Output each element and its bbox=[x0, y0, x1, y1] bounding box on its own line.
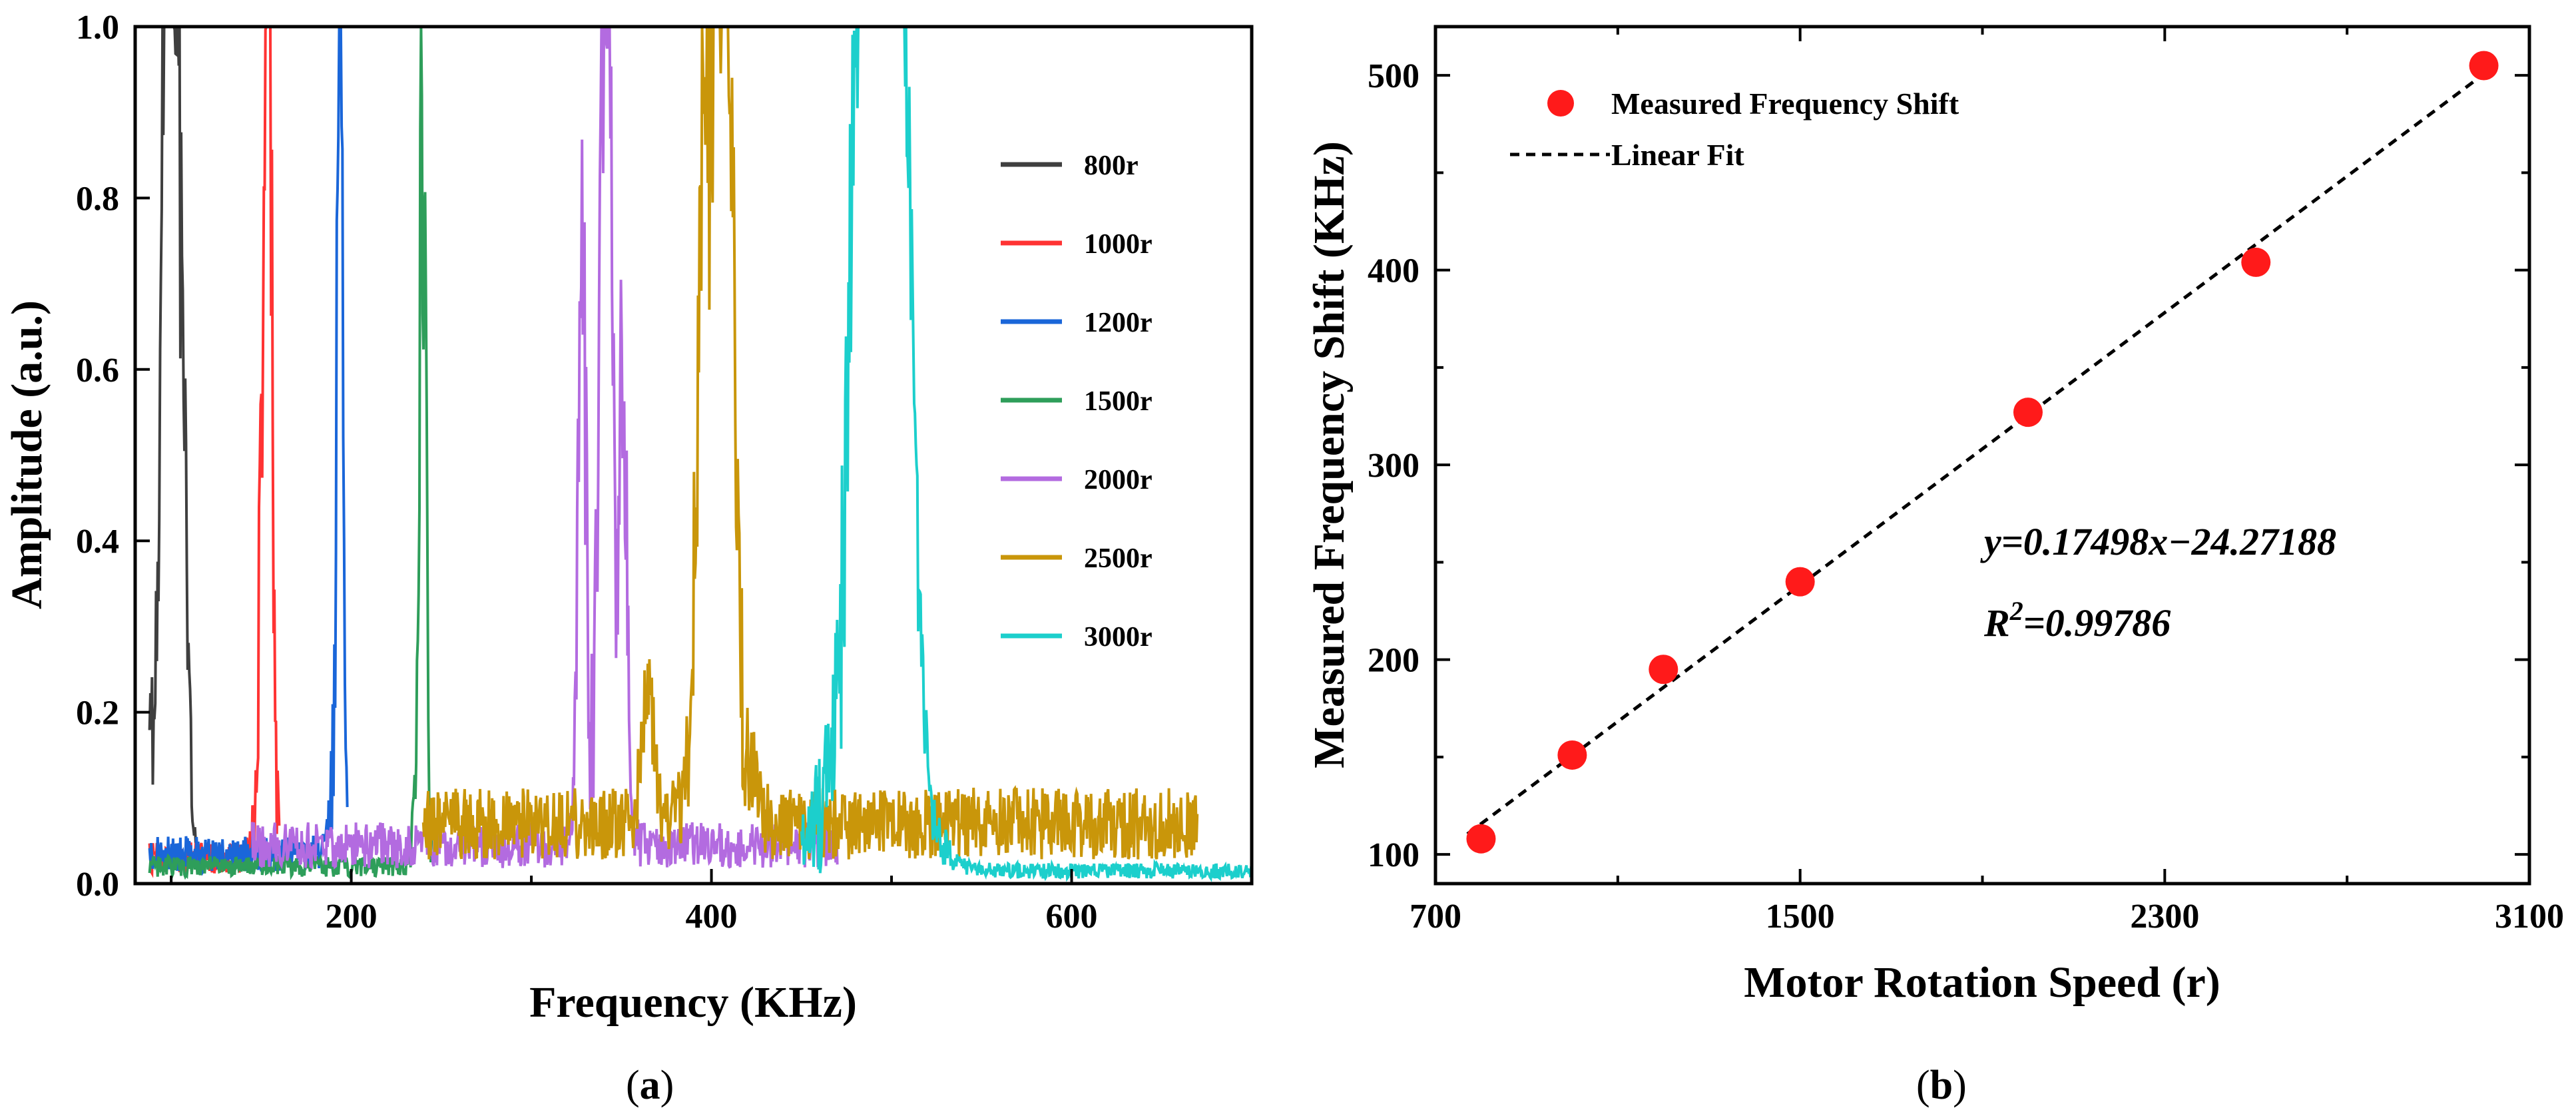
fit-line bbox=[1466, 69, 2489, 836]
panel-a-label: (a) bbox=[626, 1063, 674, 1108]
panel-b-x-tick-label: 2300 bbox=[2130, 898, 2199, 936]
panel-a-y-tick-label: 1.0 bbox=[76, 9, 119, 47]
panel-b-y-tick-label: 500 bbox=[1368, 57, 1419, 95]
panel-b-r-superscript: 2 bbox=[2009, 596, 2023, 626]
panel-a-y-tick-label: 0.2 bbox=[76, 695, 119, 732]
panel-a: 200 400 600 0.0 0.2 0.4 0.6 0.8 1.0 Frequency (… bbox=[3, 9, 1254, 1108]
panel-a-y-ticks: 0.0 0.2 0.4 0.6 0.8 1.0 bbox=[76, 9, 150, 904]
panel-a-y-tick-label: 0.6 bbox=[76, 352, 119, 390]
panel-b-y-tick-label: 400 bbox=[1368, 252, 1419, 290]
data-point bbox=[2469, 51, 2499, 81]
panel-a-x-ticks: 200 400 600 bbox=[170, 869, 1253, 936]
series-line-800r bbox=[148, 25, 199, 860]
panel-a-x-axis-title: Frequency (KHz) bbox=[529, 978, 857, 1027]
panel-b-y-axis-title: Measured Frequency Shift (KHz) bbox=[1305, 141, 1354, 768]
data-point bbox=[2013, 398, 2043, 427]
panel-b-x-ticks: 700 1500 2300 3100 bbox=[1410, 27, 2564, 936]
panel-b-x-tick-label: 3100 bbox=[2495, 898, 2564, 936]
panel-b-x-tick-label: 1500 bbox=[1766, 898, 1835, 936]
panel-a-y-tick-label: 0.8 bbox=[76, 180, 119, 218]
data-point bbox=[1466, 824, 1496, 854]
panel-b-y-tick-label: 200 bbox=[1368, 642, 1419, 680]
data-point bbox=[2241, 247, 2271, 277]
panel-a-label-letter: a bbox=[640, 1063, 660, 1108]
legend-label-2500r: 2500r bbox=[1084, 543, 1153, 574]
panel-b: 700 1500 2300 3100 100 200 300 400 500 Motor Ro… bbox=[1305, 25, 2564, 1108]
panel-b-plot-area bbox=[1466, 51, 2499, 854]
panel-a-y-axis-title: Amplitude (a.u.) bbox=[3, 300, 51, 609]
panel-b-label-letter: b bbox=[1930, 1063, 1953, 1108]
panel-a-x-tick-label: 400 bbox=[686, 898, 738, 936]
panel-b-r-value: =0.99786 bbox=[2023, 601, 2171, 645]
data-point bbox=[1557, 740, 1587, 770]
panel-b-r-symbol: R bbox=[1983, 601, 2010, 645]
legend-label-1200r: 1200r bbox=[1084, 308, 1153, 338]
panel-a-frame bbox=[133, 25, 1254, 886]
legend-label-2000r: 2000r bbox=[1084, 465, 1153, 495]
panel-a-y-tick-label: 0.4 bbox=[76, 523, 119, 561]
panel-a-legend: 800r 1000r 1200r 1500r 2000r 2500r 3000r bbox=[1001, 150, 1153, 653]
panel-b-legend-marker bbox=[1547, 90, 1574, 117]
panel-b-x-tick-label: 700 bbox=[1410, 898, 1461, 936]
series-line-1000r bbox=[148, 25, 281, 878]
data-point bbox=[1785, 567, 1815, 597]
panel-b-x-axis-title: Motor Rotation Speed (r) bbox=[1744, 958, 2220, 1007]
panel-b-legend-measured: Measured Frequency Shift bbox=[1611, 87, 1959, 121]
panel-b-y-ticks: 100 200 300 400 500 bbox=[1368, 57, 2529, 874]
panel-a-x-tick-label: 600 bbox=[1046, 898, 1098, 936]
panel-b-legend-fit: Linear Fit bbox=[1611, 138, 1744, 172]
panel-a-y-tick-label: 0.0 bbox=[76, 866, 119, 904]
series-line-3000r bbox=[800, 25, 1253, 882]
panel-b-equation: y=0.17498x−24.27188 bbox=[1980, 520, 2336, 563]
panel-b-frame bbox=[1433, 25, 2531, 886]
data-point bbox=[1649, 655, 1678, 685]
legend-label-800r: 800r bbox=[1084, 150, 1139, 181]
panel-a-x-tick-label: 200 bbox=[326, 898, 378, 936]
panel-b-r-squared: R2=0.99786 bbox=[1983, 596, 2171, 645]
series-line-2000r bbox=[250, 25, 839, 870]
legend-label-1000r: 1000r bbox=[1084, 229, 1153, 260]
legend-label-3000r: 3000r bbox=[1084, 622, 1153, 653]
panel-b-y-tick-label: 300 bbox=[1368, 447, 1419, 485]
panel-b-y-tick-label: 100 bbox=[1368, 836, 1419, 874]
legend-label-1500r: 1500r bbox=[1084, 386, 1153, 417]
panel-b-label: (b) bbox=[1916, 1063, 1967, 1108]
series-line-2500r bbox=[421, 25, 1199, 860]
